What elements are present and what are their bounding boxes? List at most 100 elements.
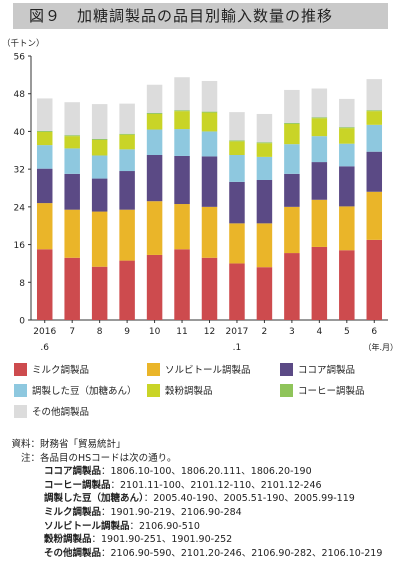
bar-segment-6 (339, 98, 355, 128)
bar-segment-3 (339, 143, 355, 167)
bar-segment-6 (284, 89, 300, 123)
hs-code-row: 穀粉調製品：1901.90-251、1901.90-252 (4, 533, 399, 547)
bar-segment-1 (119, 209, 135, 261)
bar-segment-6 (36, 98, 53, 131)
bar-segment-5 (201, 111, 218, 113)
bar-segment-2 (284, 173, 300, 207)
hs-item-codes: ：1901.90-219、2106.90-284 (101, 506, 242, 518)
bar-segment-0 (174, 249, 190, 320)
bar-segment-5 (229, 140, 245, 142)
bar-segment-5 (174, 110, 190, 112)
note-row: 注：各品目のHSコードは次の通り。 (4, 452, 399, 466)
bar-segment-1 (284, 206, 300, 254)
bar-segment-2 (201, 156, 218, 207)
y-tick-label: 48 (14, 90, 26, 100)
bar-segment-1 (36, 203, 53, 250)
bar-segment-3 (201, 131, 218, 157)
bar-segment-5 (339, 127, 355, 129)
legend-label: 調製した豆（加糖あん） (32, 386, 137, 397)
bar-segment-1 (311, 199, 328, 247)
bar-segment-4 (64, 136, 80, 149)
bar-segment-5 (284, 122, 300, 124)
x-unit-label: （年.月） (363, 342, 398, 352)
hs-code-row: ミルク調製品：1901.90-219、2106.90-284 (4, 506, 399, 520)
bar-segment-6 (311, 88, 328, 118)
x-tick-sublabel: .1 (233, 343, 242, 353)
bar-segment-6 (91, 104, 108, 139)
source-row: 資料：財務省「貿易統計」 (4, 438, 399, 452)
bar-segment-3 (36, 145, 53, 169)
bar-segment-6 (146, 84, 163, 114)
bar-segment-2 (119, 171, 135, 210)
bar-segment-5 (64, 135, 80, 137)
bar-segment-0 (36, 249, 53, 320)
x-tick-label: 12 (204, 327, 215, 337)
bar-segment-2 (229, 181, 245, 224)
legend-label: ミルク調製品 (32, 365, 90, 376)
x-tick-label: 9 (124, 327, 130, 337)
hs-item-codes: ：2005.40-190、2005.51-190、2005.99-119 (143, 493, 355, 505)
hs-item-name: その他調製品 (44, 547, 102, 559)
bar-segment-3 (119, 149, 135, 172)
bar-segment-3 (256, 156, 273, 180)
hs-item-codes: ：1806.10-100、1806.20.111、1806.20-190 (101, 466, 312, 478)
x-tick-label: 5 (344, 327, 350, 337)
bar-segment-1 (339, 206, 355, 251)
y-tick-label: 0 (19, 317, 25, 327)
x-tick-label: 11 (176, 327, 187, 337)
hs-code-list: ココア調製品：1806.10-100、1806.20.111、1806.20-1… (4, 465, 399, 560)
legend-item: 調製した豆（加糖あん） (14, 383, 137, 397)
bar-segment-4 (284, 123, 300, 145)
hs-code-row: ソルビトール調製品：2106.90-510 (4, 520, 399, 534)
bar-segment-4 (174, 111, 190, 130)
bar-segment-6 (64, 102, 80, 136)
x-tick-label: 7 (69, 327, 75, 337)
bar-segment-3 (174, 129, 190, 156)
note-intro: 各品目のHSコードは次の通り。 (40, 452, 177, 464)
bar-segment-4 (119, 134, 135, 150)
bar-segment-2 (339, 166, 355, 207)
bar-segment-3 (229, 155, 245, 182)
bar-segment-4 (256, 143, 273, 157)
bar-segment-0 (146, 254, 163, 320)
x-tick-label: 2 (262, 327, 268, 337)
legend-swatch (280, 384, 293, 397)
bar-segment-0 (64, 257, 80, 320)
bar-segment-0 (284, 253, 300, 320)
legend-swatch (14, 363, 27, 376)
bar-segment-1 (229, 223, 245, 264)
bar-segment-5 (311, 117, 328, 119)
bar-segment-6 (201, 80, 218, 112)
hs-item-codes: ：2101.11-100、2101.12-110、2101.12-246 (110, 479, 322, 491)
y-tick-label: 8 (19, 279, 25, 289)
legend-item: 穀粉調製品 (147, 383, 213, 397)
hs-item-name: 穀粉調製品 (44, 534, 92, 546)
bar-segment-1 (146, 201, 163, 255)
bar-segment-5 (91, 138, 108, 140)
bar-segment-1 (64, 209, 80, 258)
legend-swatch (147, 363, 160, 376)
hs-item-name: ココア調製品 (44, 466, 102, 478)
hs-item-codes: ：2106.90-590、2101.20-246、2106.90-282、210… (101, 547, 383, 559)
bar-segment-2 (36, 168, 53, 204)
legend-label: コーヒー調製品 (298, 386, 365, 397)
y-tick-label: 24 (14, 203, 26, 213)
x-tick-label: 4 (316, 327, 322, 337)
source-label: 資料： (11, 439, 40, 450)
bar-segment-3 (284, 144, 300, 174)
hs-item-codes: ：2106.90-510 (129, 520, 200, 532)
bar-segment-2 (311, 162, 328, 200)
x-tick-label: 10 (149, 327, 161, 337)
legend-item: その他調製品 (14, 404, 89, 418)
bar-segment-2 (174, 155, 190, 205)
source-text: 財務省「貿易統計」 (40, 439, 126, 450)
bar-segment-4 (91, 139, 108, 156)
bar-segment-5 (36, 130, 53, 132)
bar-segment-1 (366, 191, 383, 240)
x-tick-label: 2017 (226, 327, 249, 337)
legend-swatch (280, 363, 293, 376)
bar-segment-4 (366, 111, 383, 125)
bar-segment-2 (64, 173, 80, 210)
bar-segment-0 (91, 266, 108, 320)
